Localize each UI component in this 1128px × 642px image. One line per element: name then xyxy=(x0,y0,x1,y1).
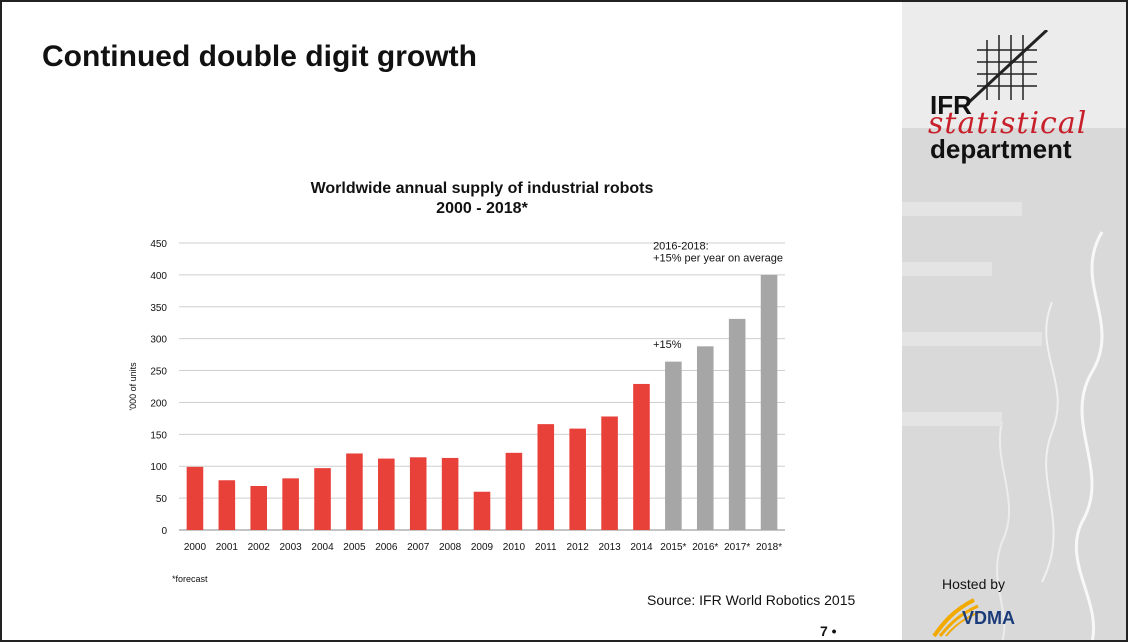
slide-headline: Continued double digit growth xyxy=(42,40,477,73)
x-tick-label: 2014 xyxy=(630,542,653,553)
x-tick-label: 2005 xyxy=(343,542,366,553)
x-tick-label: 2004 xyxy=(311,542,334,553)
vdma-logo-icon xyxy=(932,598,981,638)
bar xyxy=(186,466,204,530)
right-branding-panel xyxy=(902,2,1126,640)
bar xyxy=(696,346,714,530)
x-tick-label: 2012 xyxy=(567,542,590,553)
x-tick-label: 2008 xyxy=(439,542,462,553)
hosted-by-label: Hosted by xyxy=(942,576,1006,592)
vdma-logo-text: VDMA xyxy=(962,608,1015,628)
forecast-footnote: *forecast xyxy=(172,574,208,584)
panel-top-band xyxy=(902,2,1126,128)
x-tick-label: 2002 xyxy=(248,542,271,553)
bar xyxy=(314,468,331,530)
logo-department-text: department xyxy=(930,134,1072,164)
bar xyxy=(218,480,236,530)
bar xyxy=(537,424,555,530)
logo-statistical-text: statistical xyxy=(928,106,1088,141)
y-axis-label: '000 of units xyxy=(128,362,138,411)
x-tick-label: 2013 xyxy=(598,542,621,553)
source-note: Source: IFR World Robotics 2015 xyxy=(647,592,856,608)
x-tick-label: 2003 xyxy=(280,542,303,553)
x-tick-label: 2007 xyxy=(407,542,430,553)
chart-title: Worldwide annual supply of industrial ro… xyxy=(311,180,654,197)
x-tick-label: 2018* xyxy=(756,542,782,553)
bar xyxy=(505,452,523,530)
y-tick-label: 250 xyxy=(150,367,167,378)
x-tick-label: 2011 xyxy=(535,542,557,553)
logo-ifr-text: IFR xyxy=(930,90,972,120)
y-tick-label: 300 xyxy=(150,335,167,346)
bar xyxy=(473,491,491,530)
chart-annotation: +15% xyxy=(653,339,682,351)
bar xyxy=(601,416,618,530)
ifr-grid-logo-icon xyxy=(965,30,1049,106)
y-tick-label: 400 xyxy=(150,271,167,282)
x-tick-label: 2016* xyxy=(692,542,718,553)
y-tick-label: 350 xyxy=(150,303,167,314)
x-tick-label: 2006 xyxy=(375,542,398,553)
bar xyxy=(569,428,586,530)
y-tick-label: 200 xyxy=(150,398,167,409)
chart-annotation: +15% per year on average xyxy=(653,252,783,264)
chart-subtitle: 2000 - 2018* xyxy=(436,200,528,217)
y-tick-label: 50 xyxy=(156,494,168,505)
bar xyxy=(409,457,427,530)
bar xyxy=(633,383,650,530)
y-tick-label: 150 xyxy=(150,430,167,441)
x-tick-label: 2010 xyxy=(503,542,526,553)
y-tick-label: 450 xyxy=(150,239,167,250)
y-tick-label: 0 xyxy=(161,526,167,537)
bar xyxy=(250,485,268,530)
x-tick-label: 2000 xyxy=(184,542,207,553)
x-tick-label: 2001 xyxy=(216,542,239,553)
bar xyxy=(282,478,299,530)
bar xyxy=(346,453,363,530)
bar xyxy=(728,318,746,530)
x-tick-label: 2009 xyxy=(471,542,494,553)
bar xyxy=(441,457,459,530)
bar xyxy=(760,274,778,530)
decorative-swirl xyxy=(902,202,1104,640)
x-tick-label: 2015* xyxy=(660,542,686,553)
page-number: 7 • xyxy=(820,623,837,639)
chart-annotation: 2016-2018: xyxy=(653,240,709,252)
bar xyxy=(665,361,682,530)
y-tick-label: 100 xyxy=(150,462,167,473)
bar xyxy=(378,458,395,530)
x-tick-label: 2017* xyxy=(724,542,750,553)
supply-bar-chart: Worldwide annual supply of industrial ro… xyxy=(128,180,785,553)
